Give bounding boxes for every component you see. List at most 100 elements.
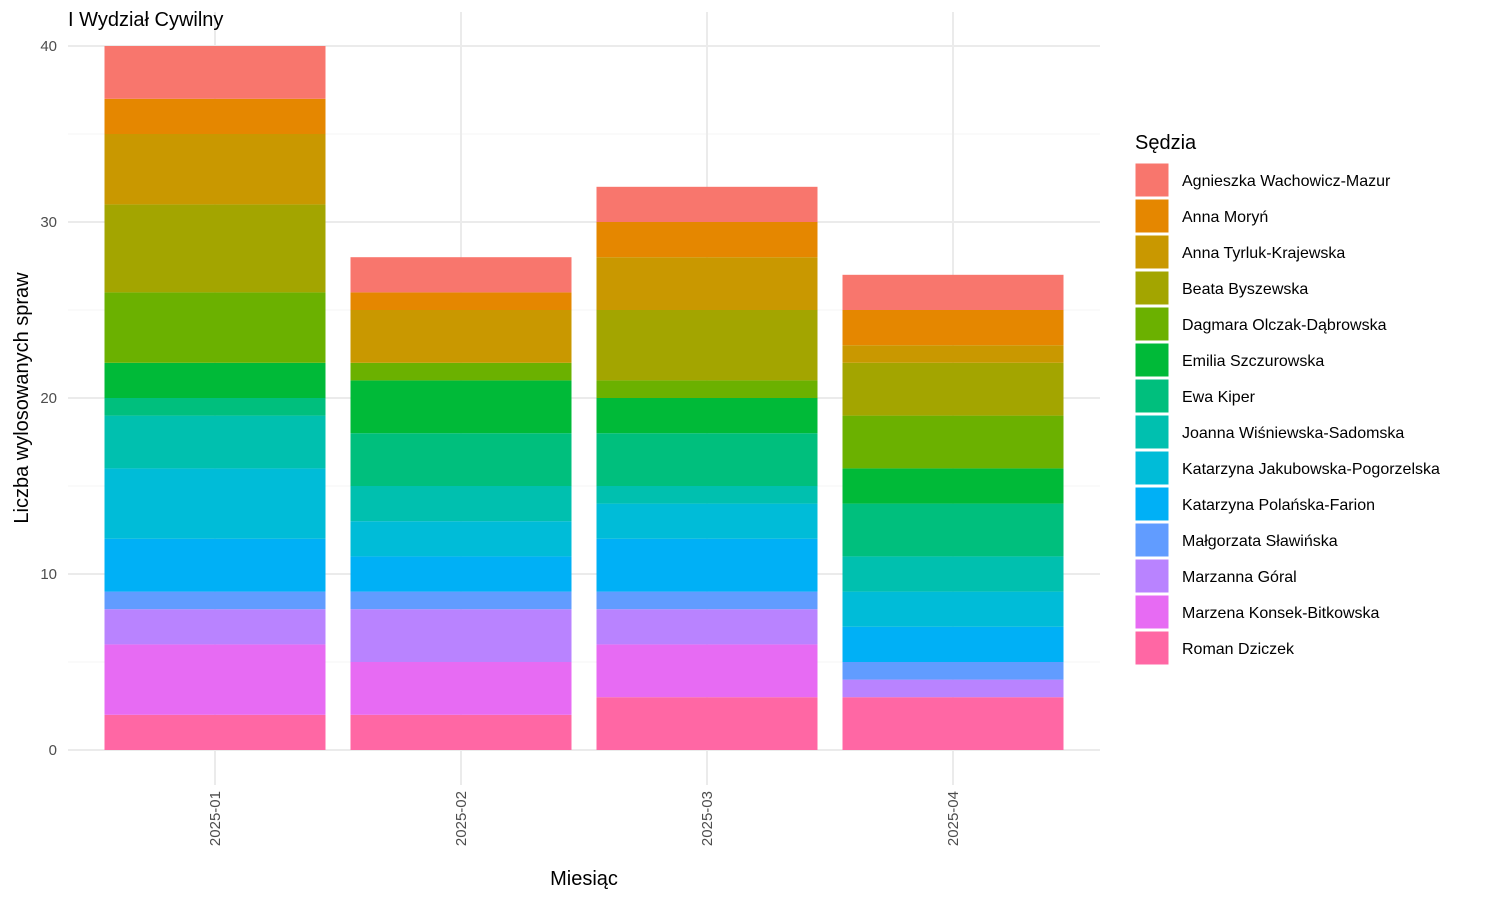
legend-label: Emilia Szczurowska [1182, 353, 1324, 370]
bar-segment [350, 433, 572, 486]
legend-label: Dagmara Olczak-Dąbrowska [1182, 317, 1387, 334]
bar-segment [104, 398, 326, 416]
legend-label: Agnieszka Wachowicz-Mazur [1182, 173, 1391, 190]
bar-segment [596, 222, 818, 258]
legend-key [1134, 342, 1170, 378]
chart-title: I Wydział Cywilny [68, 9, 223, 31]
bar-segment [104, 415, 326, 469]
legend-label: Anna Tyrluk-Krajewska [1182, 245, 1345, 262]
bar-segment [842, 503, 1064, 557]
legend-label: Małgorzata Sławińska [1182, 533, 1338, 550]
x-tick-label: 2025-04 [945, 791, 962, 846]
bar-segment [350, 591, 572, 610]
legend-key [1134, 270, 1170, 306]
legend-label: Ewa Kiper [1182, 389, 1256, 406]
legend-label: Katarzyna Jakubowska-Pogorzelska [1182, 461, 1440, 478]
legend-key [1134, 522, 1170, 558]
bar-segment [350, 362, 572, 381]
bar-segment [104, 134, 326, 205]
bar-segment [104, 644, 326, 715]
bar-segment [596, 697, 818, 750]
bar-segment [104, 46, 326, 99]
bar-segment [104, 362, 326, 398]
legend-key [1134, 378, 1170, 414]
bar-segment [350, 521, 572, 557]
legend-label: Marzanna Góral [1182, 569, 1297, 586]
bar-segment [350, 380, 572, 434]
bar-segment [104, 714, 326, 750]
legend-key [1134, 162, 1170, 198]
bar-segment [104, 98, 326, 134]
bar-segment [842, 626, 1064, 662]
legend-key [1134, 594, 1170, 630]
x-tick-label: 2025-03 [699, 791, 716, 846]
legend-key [1134, 306, 1170, 342]
y-tick-label: 0 [49, 742, 57, 759]
bar-segment [104, 609, 326, 645]
bar-segment [842, 556, 1064, 592]
bar-segment [842, 468, 1064, 504]
legend-key [1134, 450, 1170, 486]
legend-key [1134, 630, 1170, 666]
bar-segment [350, 310, 572, 363]
bar-segment [104, 468, 326, 539]
legend: Sędzia Agnieszka Wachowicz-Mazur Anna Mory… [1134, 132, 1440, 666]
legend-label: Katarzyna Polańska-Farion [1182, 497, 1375, 514]
bar-segment [596, 398, 818, 434]
legend-key [1134, 234, 1170, 270]
bar-segment [842, 662, 1064, 680]
bar-segment [842, 697, 1064, 750]
bar-segment [596, 257, 818, 310]
bar-segment [842, 274, 1064, 310]
bar-segment [596, 186, 818, 222]
x-tick-label: 2025-02 [453, 791, 470, 846]
bar-segment [842, 591, 1064, 627]
legend-label: Roman Dziczek [1182, 641, 1295, 658]
legend-title: Sędzia [1135, 132, 1197, 154]
y-tick-label: 30 [40, 214, 57, 231]
bar-segment [596, 433, 818, 486]
bar-segment [350, 609, 572, 662]
x-axis-title: Miesiąc [550, 868, 618, 890]
bar-segment [350, 714, 572, 750]
legend-key [1134, 414, 1170, 450]
bar-segment [842, 345, 1064, 363]
legend-label: Marzena Konsek-Bitkowska [1182, 605, 1380, 622]
bar-segment [350, 486, 572, 522]
bar-segment [596, 380, 818, 398]
bar-segment [104, 591, 326, 610]
bar-segment [350, 556, 572, 592]
y-tick-label: 40 [40, 38, 57, 55]
y-tick-label: 20 [40, 390, 57, 407]
bar-segment [596, 503, 818, 539]
bar-segment [842, 310, 1064, 346]
legend-key [1134, 486, 1170, 522]
bar-segment [842, 679, 1064, 698]
bar-segment [596, 609, 818, 645]
y-axis-title: Liczba wylosowanych spraw [11, 272, 33, 524]
bar-segment [596, 644, 818, 698]
bar-segment [350, 662, 572, 715]
bar-segment [596, 486, 818, 504]
bar-segment [596, 310, 818, 381]
bar-segment [350, 257, 572, 293]
axes: 0 10 20 30 40 2025-01 2025-02 2025-03 2025-04 [40, 38, 962, 846]
legend-key [1134, 558, 1170, 594]
bar-segment [596, 591, 818, 610]
legend-label: Joanna Wiśniewska-Sadomska [1182, 425, 1404, 442]
y-tick-label: 10 [40, 566, 57, 583]
legend-label: Anna Moryń [1182, 209, 1268, 226]
bar-segment [104, 204, 326, 293]
x-tick-label: 2025-01 [207, 791, 224, 846]
bar-segment [104, 538, 326, 592]
bar-segment [104, 292, 326, 363]
bar-segment [596, 538, 818, 592]
bar-segment [842, 362, 1064, 416]
bar-segment [842, 415, 1064, 469]
bars [104, 46, 1064, 750]
legend-key [1134, 198, 1170, 234]
legend-label: Beata Byszewska [1182, 281, 1308, 298]
bar-segment [350, 292, 572, 310]
